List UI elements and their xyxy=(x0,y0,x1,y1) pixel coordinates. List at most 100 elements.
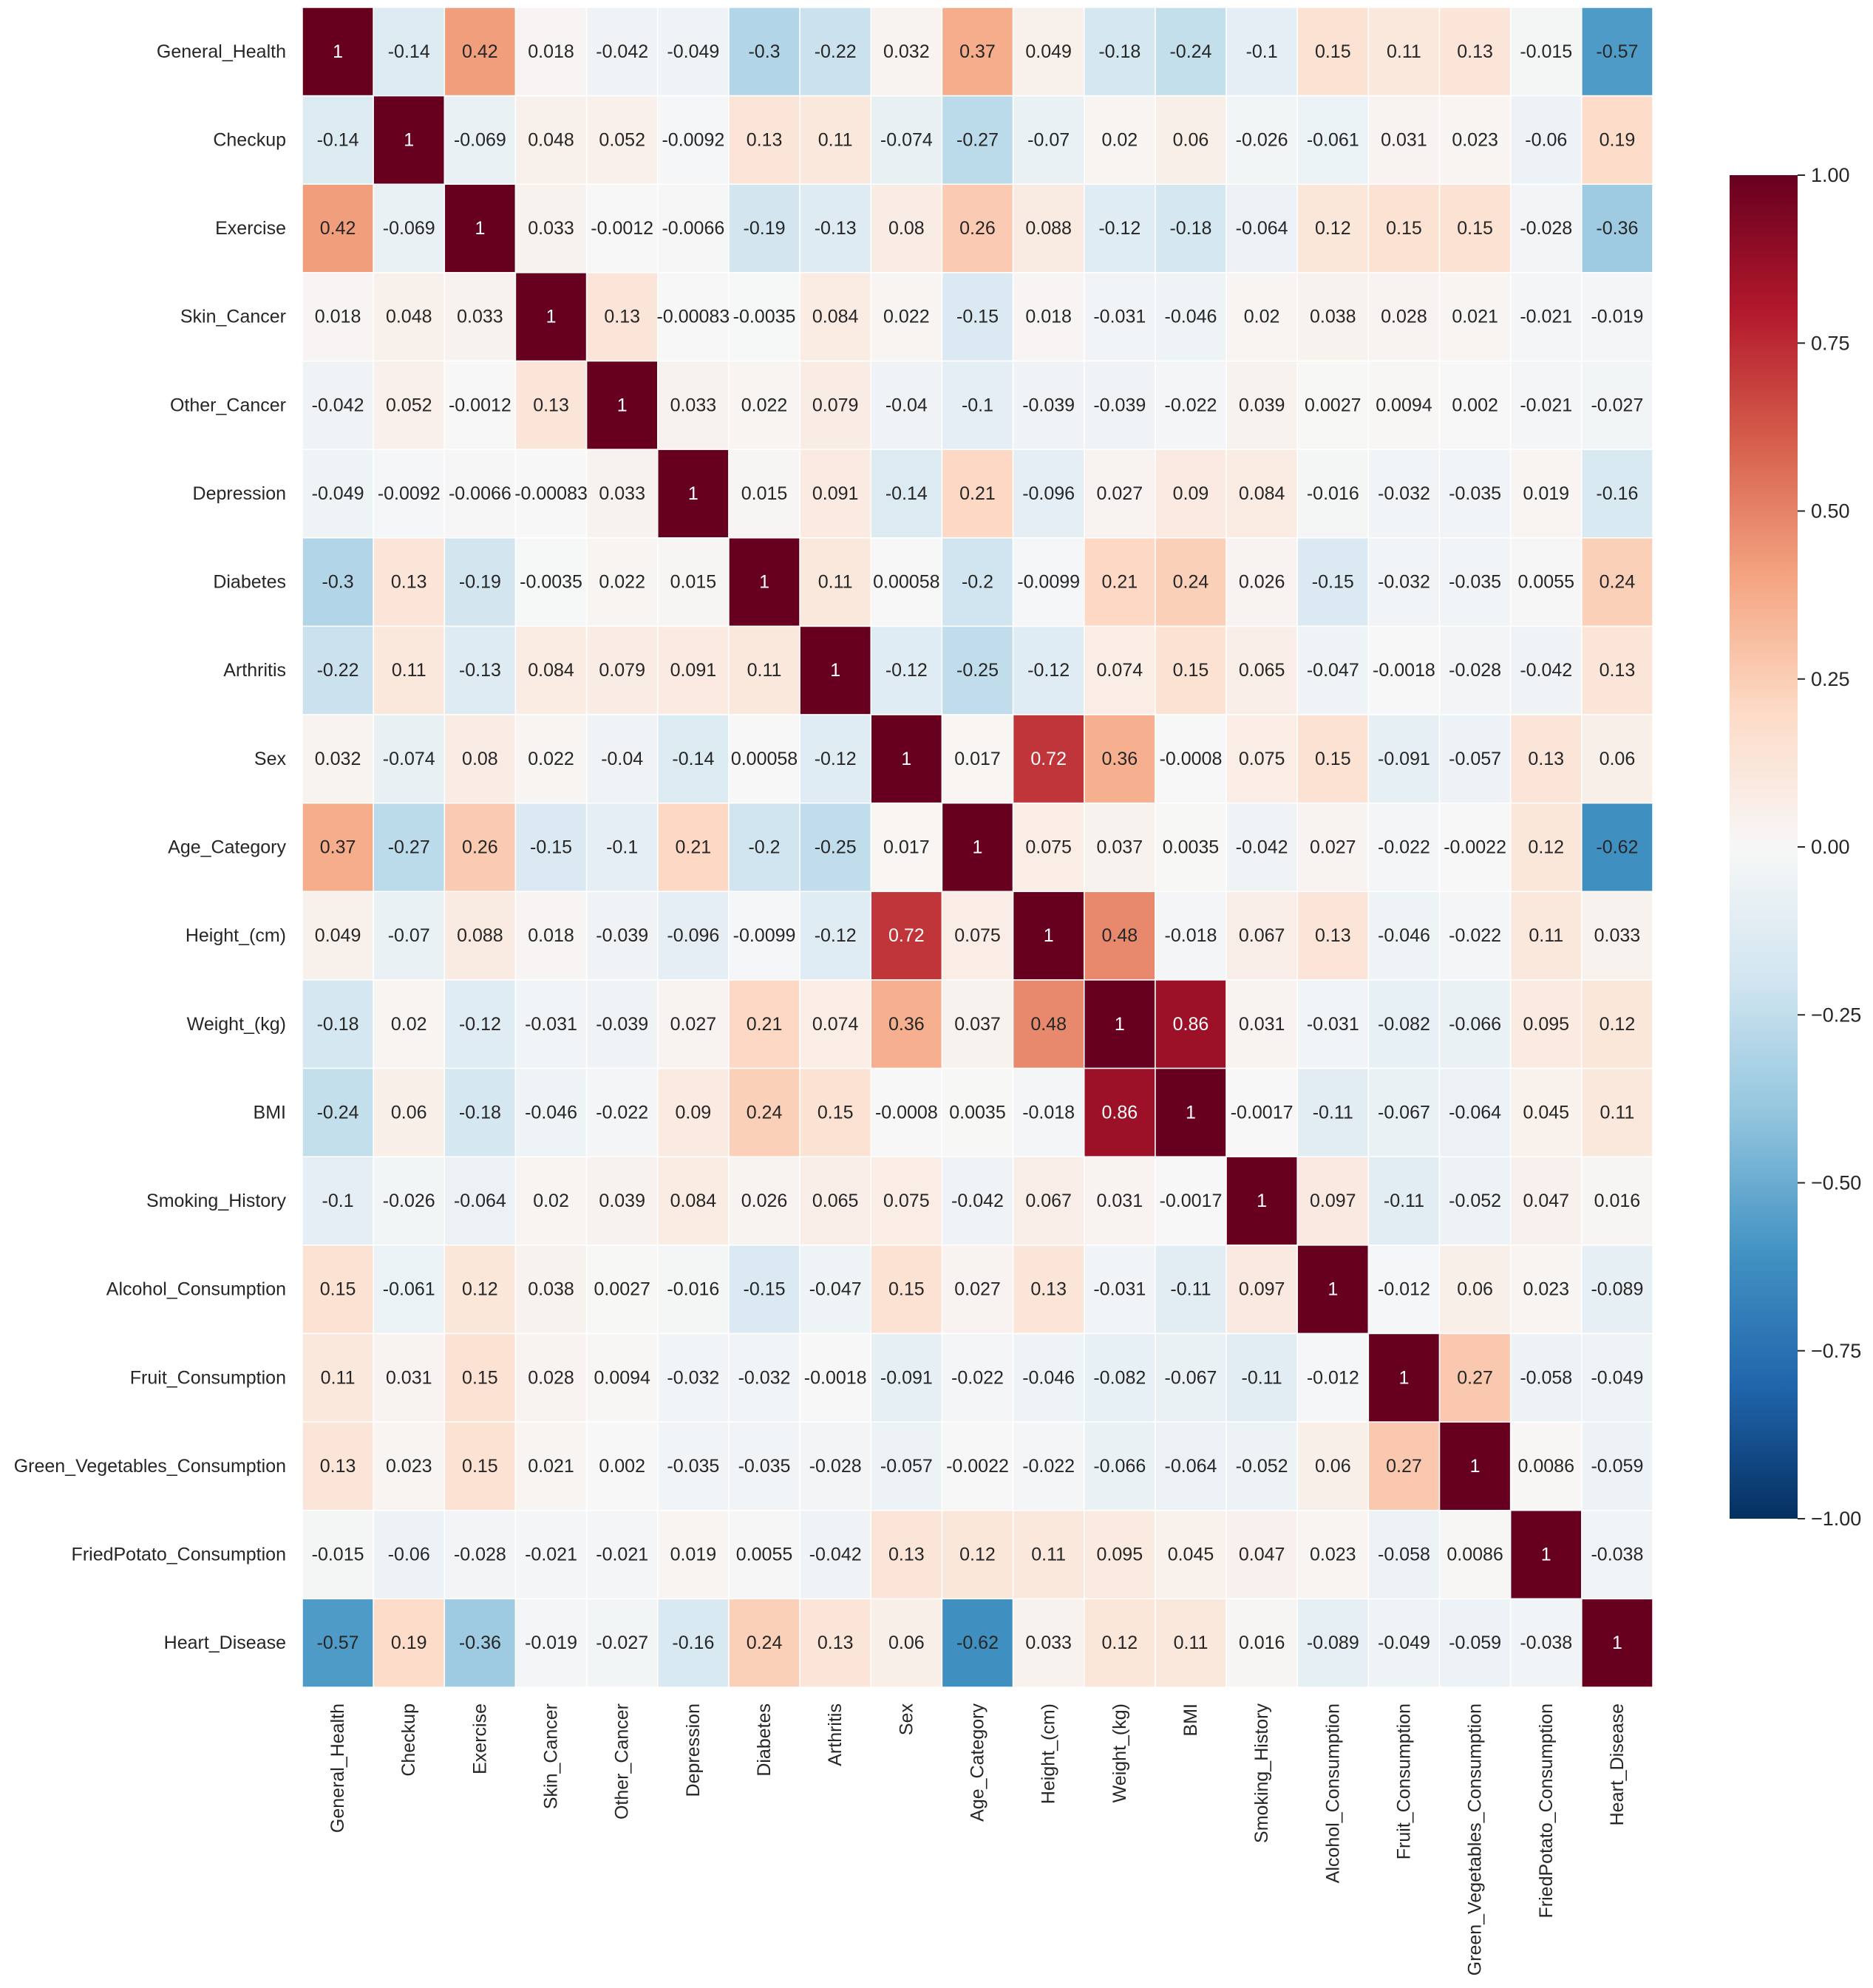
heatmap-cell xyxy=(1226,979,1298,1069)
heatmap-cell xyxy=(870,891,943,981)
cell-annotation: -0.22 xyxy=(317,660,359,681)
heatmap-cell xyxy=(657,1067,730,1157)
heatmap-cell xyxy=(1367,7,1441,97)
heatmap-cell xyxy=(1296,1421,1370,1511)
cell-annotation: 0.15 xyxy=(1173,660,1209,681)
cell-annotation: -0.18 xyxy=(459,1102,501,1123)
cell-annotation: 0.037 xyxy=(1097,837,1143,858)
heatmap-cell xyxy=(302,183,374,273)
cell-annotation: -0.042 xyxy=(809,1545,862,1565)
cell-annotation: -0.14 xyxy=(317,129,359,150)
cell-annotation: -0.061 xyxy=(383,1279,435,1300)
cell-annotation: 0.02 xyxy=(1101,129,1138,150)
cell-annotation: -0.2 xyxy=(962,572,993,593)
cell-annotation: -0.089 xyxy=(1591,1279,1643,1300)
cell-annotation: -0.1 xyxy=(322,1191,354,1211)
cell-annotation: 0.026 xyxy=(1239,572,1285,593)
heatmap-cell xyxy=(373,1067,446,1157)
colorbar-ticks: 1.00 0.75 0.50 0.25 0.00 −0.25 −0.50 −0.75 −1.00 xyxy=(1798,164,1861,1530)
cell-annotation: -0.27 xyxy=(388,837,430,858)
cell-annotation: 1 xyxy=(617,395,628,415)
heatmap-cell xyxy=(1581,95,1653,185)
cell-annotation: -0.028 xyxy=(1520,218,1572,239)
heatmap-cell xyxy=(799,7,872,97)
cell-annotation: 0.12 xyxy=(1315,218,1351,239)
heatmap-cell xyxy=(1155,360,1227,450)
heatmap-cell xyxy=(373,272,446,362)
heatmap-cell xyxy=(585,891,659,981)
colorbar-tick-label: −0.25 xyxy=(1811,1004,1861,1026)
heatmap-cell xyxy=(1296,625,1370,715)
cell-annotation: 0.002 xyxy=(599,1456,645,1477)
cell-annotation: 0.13 xyxy=(1030,1279,1067,1300)
heatmap-cell xyxy=(657,1332,730,1423)
cell-annotation: -0.046 xyxy=(1378,925,1430,946)
heatmap-cell xyxy=(657,360,730,450)
cell-annotation: 0.06 xyxy=(1457,1279,1493,1300)
heatmap-cell xyxy=(1226,1245,1298,1335)
cell-annotation: 0.0094 xyxy=(1376,395,1432,415)
cell-annotation: -0.049 xyxy=(667,41,719,62)
cell-annotation: 0.37 xyxy=(959,41,996,62)
cell-annotation: -0.028 xyxy=(454,1545,506,1565)
x-tick-label: Checkup xyxy=(398,1703,419,1777)
cell-annotation: -0.039 xyxy=(596,1014,648,1035)
heatmap-cell xyxy=(1226,1332,1298,1423)
heatmap-cell xyxy=(1509,449,1583,539)
y-tick-label: Sex xyxy=(254,749,287,769)
cell-annotation: 0.091 xyxy=(812,483,859,504)
cell-annotation: -0.032 xyxy=(667,1367,719,1388)
heatmap-cell xyxy=(373,449,446,539)
heatmap-cell xyxy=(728,1509,800,1600)
heatmap-cell xyxy=(1012,714,1085,804)
cell-annotation: -0.021 xyxy=(596,1545,648,1565)
cell-annotation: 0.033 xyxy=(528,218,574,239)
heatmap-cell xyxy=(443,1598,517,1688)
cell-annotation: 0.027 xyxy=(670,1014,717,1035)
cell-annotation: 0.24 xyxy=(747,1102,783,1123)
cell-annotation: -0.12 xyxy=(815,925,857,946)
heatmap-cell xyxy=(443,714,517,804)
heatmap-cell xyxy=(870,183,943,273)
cell-annotation: -0.052 xyxy=(1449,1191,1501,1211)
heatmap-cell xyxy=(799,1156,872,1246)
heatmap-cell xyxy=(1083,625,1156,715)
heatmap-cell xyxy=(514,272,588,362)
heatmap-cell xyxy=(514,979,588,1069)
heatmap-cell xyxy=(1509,272,1583,362)
heatmap-cells xyxy=(302,7,1653,1688)
heatmap-cell xyxy=(514,183,588,273)
cell-annotation: -0.62 xyxy=(1596,837,1638,858)
cell-annotation: -0.0035 xyxy=(733,307,796,327)
heatmap-cell xyxy=(1226,625,1298,715)
heatmap-cell xyxy=(1155,1156,1227,1246)
cell-annotation: -0.015 xyxy=(1520,41,1572,62)
cell-annotation: -0.15 xyxy=(744,1279,786,1300)
cell-annotation: 0.028 xyxy=(528,1367,574,1388)
heatmap-cell xyxy=(443,802,517,893)
cell-annotation: -0.0066 xyxy=(662,218,724,239)
heatmap-cell xyxy=(1509,1245,1583,1335)
heatmap-cell xyxy=(1296,1245,1370,1335)
cell-annotation: 1 xyxy=(1186,1102,1196,1123)
cell-annotation: 0.02 xyxy=(533,1191,569,1211)
heatmap-cell xyxy=(941,7,1014,97)
heatmap-cell xyxy=(1581,1509,1653,1600)
y-axis-labels: General_Health Checkup Exercise Skin_Cancer… xyxy=(14,41,287,1653)
cell-annotation: 0.02 xyxy=(391,1014,427,1035)
colorbar-tick-label: −0.50 xyxy=(1811,1172,1861,1194)
cell-annotation: 0.039 xyxy=(1239,395,1285,415)
cell-annotation: 1 xyxy=(1115,1014,1125,1035)
heatmap-cell xyxy=(1012,979,1085,1069)
cell-annotation: -0.032 xyxy=(1378,572,1430,593)
heatmap-cell xyxy=(1083,1245,1156,1335)
heatmap-cell xyxy=(1367,1245,1441,1335)
heatmap-cell xyxy=(1083,1332,1156,1423)
cell-annotation: 0.017 xyxy=(954,749,1001,769)
cell-annotation: -0.0022 xyxy=(946,1456,1009,1477)
y-tick-label: Weight_(kg) xyxy=(187,1014,286,1035)
cell-annotation: -0.13 xyxy=(459,660,501,681)
cell-annotation: -0.058 xyxy=(1378,1545,1430,1565)
cell-annotation: 0.15 xyxy=(1315,749,1351,769)
